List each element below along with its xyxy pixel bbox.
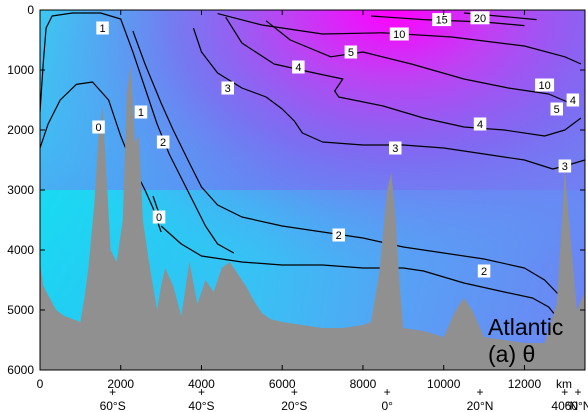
y-tick-label: 0 <box>27 3 34 17</box>
lat-tick-mark: + <box>561 385 568 399</box>
lat-tick-mark: + <box>198 385 205 399</box>
contour-label-box <box>152 210 166 224</box>
contour-label-box <box>477 264 491 278</box>
contour-label: 15 <box>436 15 448 27</box>
lat-tick-mark: + <box>291 385 298 399</box>
contour-label-box <box>432 13 452 27</box>
contour-label-box <box>134 105 148 119</box>
x-tick-label: 4000 <box>188 377 215 391</box>
contour-label-box <box>96 21 109 35</box>
lat-tick-label: 20°N <box>467 399 494 412</box>
contour-label: 3 <box>225 83 231 95</box>
y-tick-label: 1000 <box>7 63 34 77</box>
x-tick-label: 8000 <box>350 377 377 391</box>
contour-label: 4 <box>295 62 301 74</box>
contour-line-2 <box>132 30 574 326</box>
lat-tick-mark: + <box>109 385 116 399</box>
contour-label-box <box>292 60 305 74</box>
x-tick-label: 2000 <box>107 377 134 391</box>
contour-label: 2 <box>481 266 487 278</box>
contour-label: 2 <box>336 230 342 242</box>
contour-line-0 <box>40 81 162 233</box>
contour-label: 3 <box>392 143 398 155</box>
lat-tick-label: 60°N <box>565 399 588 412</box>
contour-label-box <box>221 81 234 95</box>
contour-label-box <box>389 27 409 41</box>
y-tick-label: 6000 <box>7 363 34 377</box>
contour-label-box <box>550 102 563 116</box>
contour-label-box <box>473 117 487 131</box>
lat-tick-label: 60°S <box>100 399 126 412</box>
contour-label: 20 <box>474 13 486 25</box>
contour-label-box <box>332 228 345 242</box>
basin-label: Atlantic <box>488 314 563 340</box>
bathymetry <box>40 64 585 370</box>
contour-label: 0 <box>156 212 162 224</box>
contour-line-5 <box>265 20 578 107</box>
contour-label-box <box>470 11 490 25</box>
y-tick-label: 4000 <box>7 243 34 257</box>
contour-line-4 <box>225 16 582 137</box>
x-unit-label: km <box>556 377 572 391</box>
contour-label: 4 <box>477 119 483 131</box>
contour-label: 0 <box>95 122 101 134</box>
contour-labels: 101203451015203410545322 <box>92 11 580 278</box>
contour-label: 3 <box>562 161 568 173</box>
contour-label: 1 <box>138 107 144 119</box>
contour-label-box <box>156 135 170 149</box>
lat-tick-mark: + <box>477 385 484 399</box>
y-tick-label: 3000 <box>7 183 34 197</box>
contour-label: 2 <box>160 137 166 149</box>
contour-line-10 <box>217 13 582 65</box>
y-tick-label: 5000 <box>7 303 34 317</box>
lat-tick-mark: + <box>574 385 581 399</box>
x-tick-label: 6000 <box>269 377 296 391</box>
contour-label-box <box>344 45 358 59</box>
contour-label: 5 <box>554 104 560 116</box>
contour-label-box <box>92 120 105 134</box>
y-tick-label: 2000 <box>7 123 34 137</box>
x-axis: 0 2000 4000 6000 8000 10000 12000 <box>37 10 542 391</box>
x-tick-label: 0 <box>37 377 44 391</box>
contour-line-15 <box>370 15 525 27</box>
lat-tick-label: 40°N <box>551 399 578 412</box>
lat-tick-label: 0° <box>381 399 393 412</box>
contour-label-box <box>389 141 402 155</box>
contour-label-box <box>535 78 555 92</box>
x-tick-label: 10000 <box>427 377 461 391</box>
x-tick-label: 12000 <box>508 377 542 391</box>
contour-label: 10 <box>538 80 550 92</box>
contour-line-1 <box>40 12 235 254</box>
contour-label-box <box>566 93 580 107</box>
contour-label: 5 <box>348 47 354 59</box>
lat-tick-label: 40°S <box>188 399 214 412</box>
lat-tick-mark: + <box>384 385 391 399</box>
contour-label: 4 <box>570 95 576 107</box>
latitude-axis: +60°S+40°S+20°S+0°+20°N+40°N+60°N <box>100 385 588 412</box>
lat-tick-label: 20°S <box>281 399 307 412</box>
contour-label: 1 <box>100 23 106 35</box>
contour-label-box <box>558 159 572 173</box>
variable-label: (a) θ <box>488 341 535 367</box>
contour-label: 10 <box>393 29 405 41</box>
